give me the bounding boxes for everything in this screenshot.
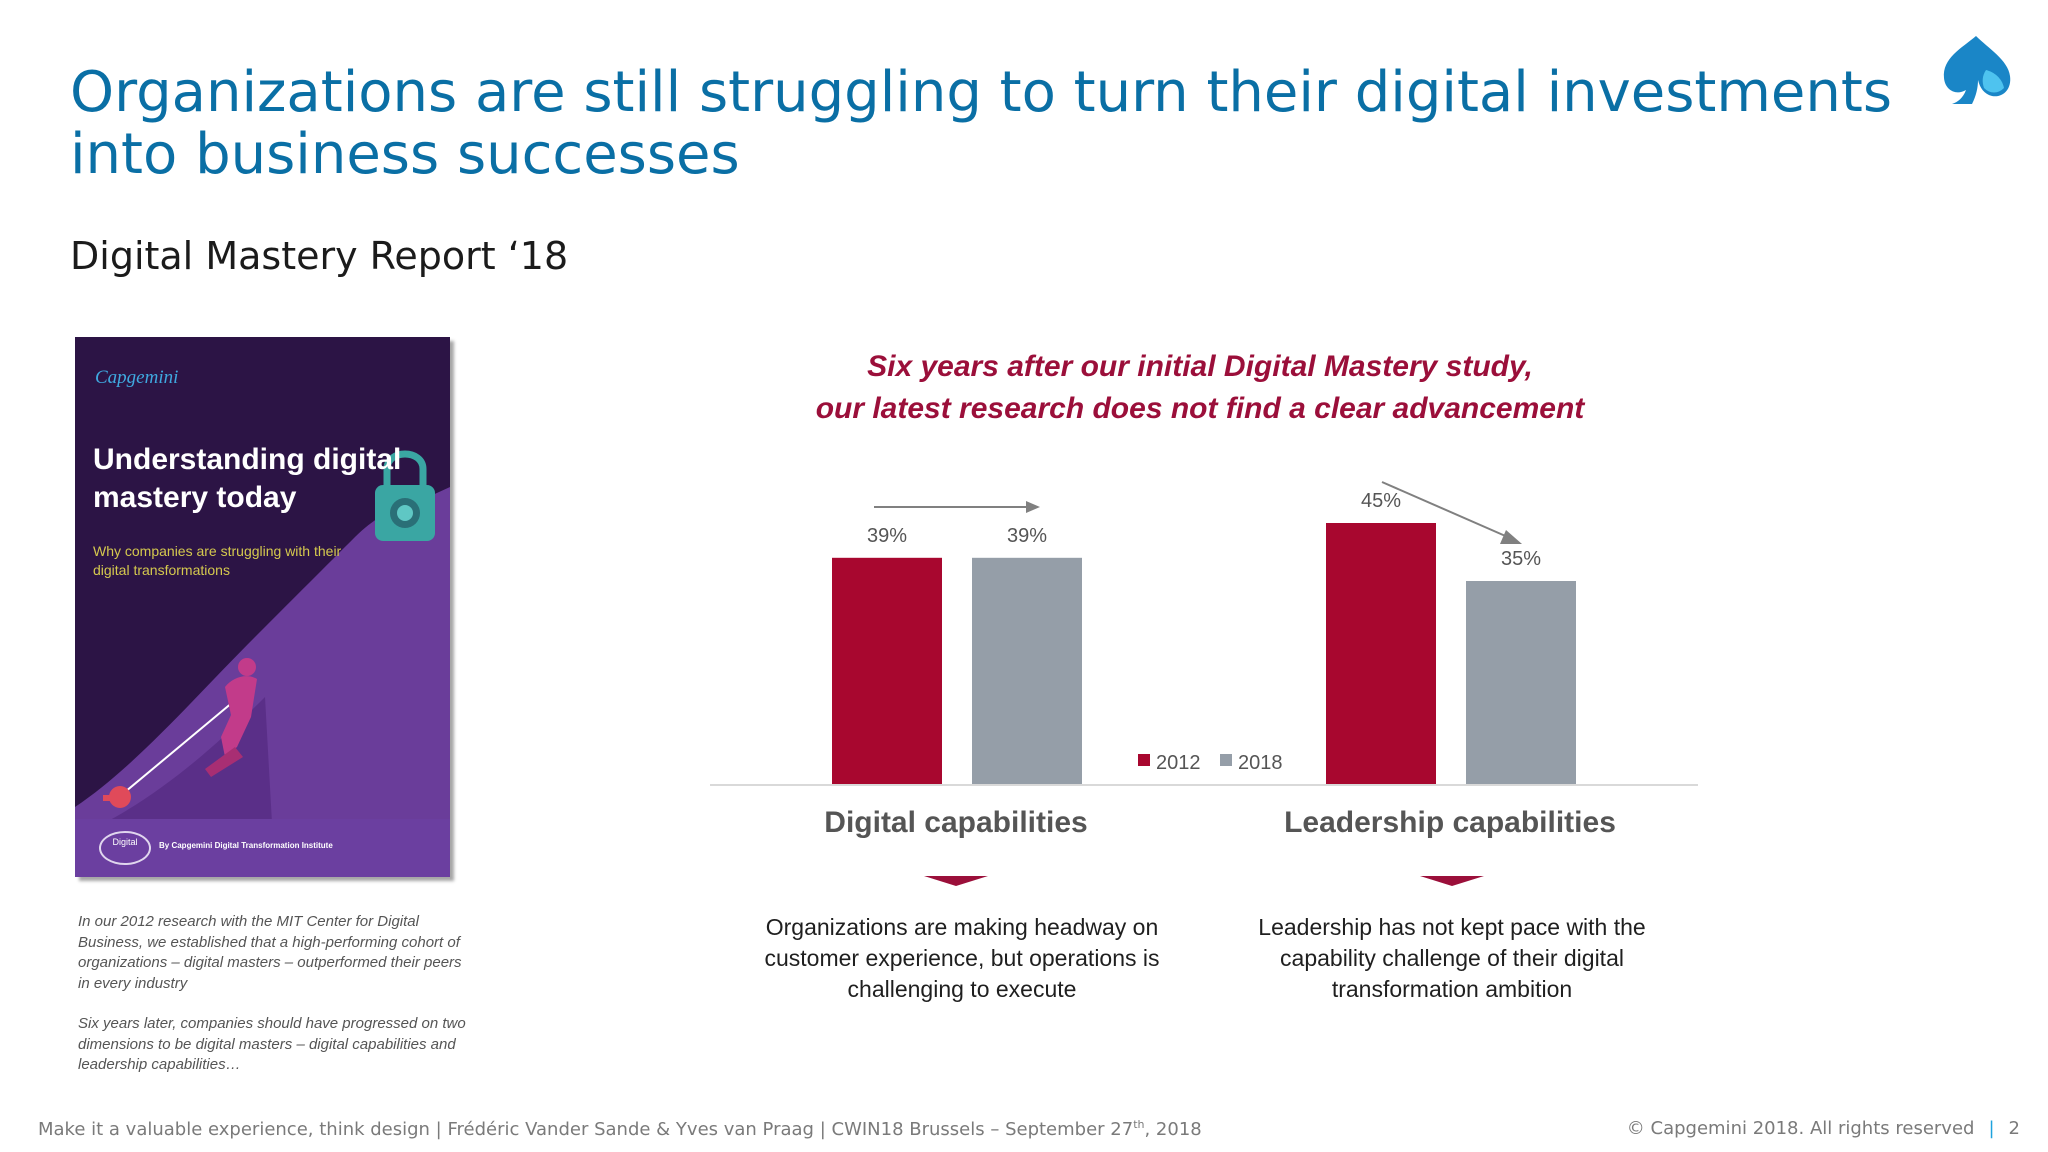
footer-separator: | [1988,1118,1995,1139]
bar-2018 [972,557,1082,784]
trend-arrowhead [1026,501,1040,513]
legend-swatch [1138,754,1150,766]
category-label: Leadership capabilities [1284,806,1616,839]
cover-footer-text: By Capgemini Digital Transformation Inst… [159,841,333,850]
footer-ordinal: th [1133,1118,1145,1131]
data-label: 39% [1007,525,1047,547]
cover-title: Understanding digital mastery today [93,443,402,514]
slide-title: Organizations are still struggling to tu… [70,60,1892,187]
footer-main: Make it a valuable experience, think des… [38,1119,1134,1140]
data-label: 35% [1501,548,1541,570]
cover-subtitle: Why companies are struggling with their … [93,543,342,578]
copyright: © Capgemini 2018. All rights reserved [1626,1118,1975,1139]
footer-copyright-block: © Capgemini 2018. All rights reserved | 2 [1627,1118,2020,1139]
caption-leadership: Leadership has not kept pace with the ca… [1258,914,1646,1002]
bar-2018 [1466,581,1576,784]
data-label: 45% [1361,490,1401,512]
footer-tail: , 2018 [1144,1119,1202,1140]
legend-label: 2018 [1238,752,1283,774]
cover-footer-band: Digital By Capgemini Digital Transformat… [75,819,450,877]
footer-text: Make it a valuable experience, think des… [38,1118,1202,1140]
legend-label: 2012 [1156,752,1201,774]
category-label: Digital capabilities [824,806,1088,839]
chart-headline: Six years after our initial Digital Mast… [700,346,1700,430]
slide-subtitle: Digital Mastery Report ‘18 [70,234,569,278]
side-note: In our 2012 research with the MIT Center… [78,912,468,1096]
capgemini-spade-logo [1943,36,2011,104]
cover-brand: Capgemini [95,367,179,388]
chart-headline-line: Six years after our initial Digital Mast… [867,350,1533,383]
caret-down-icon [1420,876,1484,886]
trend-arrow-down [1381,481,1511,539]
trend-arrowhead [1500,530,1522,544]
caret-down-icon [924,876,988,886]
bar-2012 [1326,523,1436,784]
chart-headline-line: our latest research does not find a clea… [815,392,1585,425]
data-label: 39% [867,525,907,547]
side-note-paragraph: Six years later, companies should have p… [78,1015,466,1073]
bar-2012 [832,557,942,784]
page-number: 2 [2008,1118,2020,1139]
side-note-paragraph: In our 2012 research with the MIT Center… [78,913,462,992]
caption-digital: Organizations are making headway on cust… [764,914,1160,1002]
cover-badge: Digital [99,831,151,865]
legend-swatch [1220,754,1232,766]
report-cover-image: Capgemini Understanding digital mastery … [75,337,450,877]
